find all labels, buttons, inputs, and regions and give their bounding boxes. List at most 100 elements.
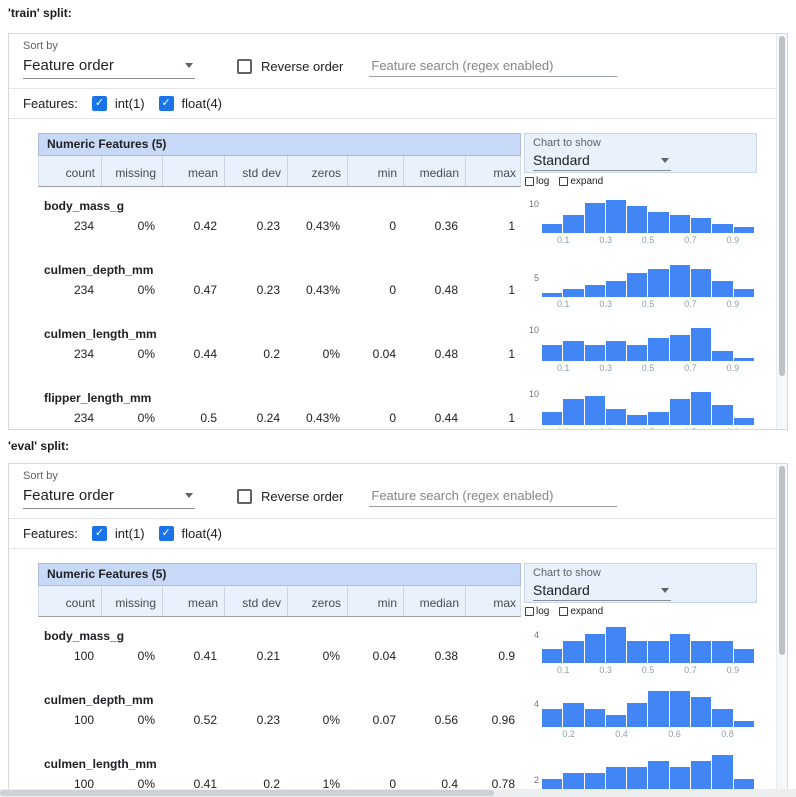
stat-count: 100 <box>73 713 94 727</box>
x-tick-label: 0.3 <box>599 235 612 245</box>
int-filter-checkbox[interactable] <box>91 96 107 111</box>
y-axis-tick-label: 5 <box>533 273 539 283</box>
table-head: Numeric Features (5) count missing mean std… <box>38 563 787 617</box>
histogram-bars <box>542 325 754 361</box>
chart-type-dropdown[interactable]: Standard <box>533 150 671 171</box>
log-checkbox[interactable] <box>525 177 534 186</box>
histogram-bar <box>691 328 712 361</box>
x-tick-label: 0.2 <box>562 729 575 739</box>
stat-missing: 0% <box>137 713 155 727</box>
feature-stats-block: culmen_depth_mm 234 0% 0.47 0.23 0.43% 0 0.48 1 <box>38 261 521 315</box>
histogram-bars <box>542 261 754 297</box>
log-checkbox[interactable] <box>525 607 534 616</box>
histogram-bar <box>542 649 563 663</box>
table-row: culmen_length_mm 234 0% 0.44 0.2 0% 0.04 0.48 1… <box>38 325 787 379</box>
stat-mean: 0.42 <box>193 219 217 233</box>
column-header-min: min <box>347 586 403 616</box>
train-split-panel: Sort by Feature order Reverse order Feat… <box>8 33 788 430</box>
filter-group-int: int(1) <box>91 526 145 541</box>
histogram-bar <box>584 396 605 425</box>
feature-stats: 100 0% 0.41 0.21 0% 0.04 0.38 0.9 <box>38 647 521 663</box>
feature-stats: 100 0% 0.52 0.23 0% 0.07 0.56 0.96 <box>38 711 521 727</box>
x-axis-tick-labels: 0.10.30.50.70.9 <box>542 427 754 429</box>
histogram-bar <box>733 418 754 425</box>
reverse-order-checkbox[interactable] <box>237 59 252 74</box>
stat-std-dev: 0.24 <box>256 411 280 425</box>
x-tick-label: 0.9 <box>726 363 740 373</box>
histogram: 10 0.1 0.3 0.5 0.7 0.9 <box>524 197 754 245</box>
horizontal-scrollbar[interactable] <box>0 789 796 797</box>
stat-mean: 0.5 <box>200 411 217 425</box>
histogram-bar <box>669 265 691 297</box>
sort-by-dropdown[interactable]: Feature order <box>23 485 195 509</box>
column-header-missing: missing <box>101 156 162 186</box>
x-tick-label: 0.3 <box>599 665 612 675</box>
expand-checkbox[interactable] <box>559 607 569 616</box>
histogram-bar <box>712 224 733 233</box>
x-tick-label: 0.7 <box>669 427 711 429</box>
scrollbar-thumb[interactable] <box>0 790 494 796</box>
panel-vertical-scrollbar[interactable] <box>776 34 787 429</box>
stat-min: 0.07 <box>372 713 396 727</box>
expand-checkbox[interactable] <box>559 177 569 186</box>
x-tick-label: 0.9 <box>726 665 740 675</box>
stat-mean: 0.47 <box>193 283 217 297</box>
features-label: Features: <box>23 96 78 111</box>
panel-vertical-scrollbar[interactable] <box>776 464 787 789</box>
stat-mean: 0.52 <box>193 713 217 727</box>
stat-max: 1 <box>508 219 515 233</box>
feature-chart-cell: 10 0.1 0.3 0.5 0.7 0.9 <box>521 197 754 251</box>
filter-group-float: float(4) <box>158 526 222 541</box>
feature-stats: 234 0% 0.47 0.23 0.43% 0 0.48 1 <box>38 281 521 297</box>
histogram-bars <box>542 627 754 663</box>
sort-by-dropdown[interactable]: Feature order <box>23 55 195 79</box>
chevron-down-icon <box>185 63 193 68</box>
feature-search-input[interactable] <box>369 55 618 77</box>
float-filter-checkbox[interactable] <box>158 526 174 541</box>
reverse-order-group: Reverse order <box>237 489 343 504</box>
float-filter-checkbox[interactable] <box>158 96 174 111</box>
histogram-bar <box>733 227 754 233</box>
histogram-bar <box>669 767 691 789</box>
scrollbar-thumb[interactable] <box>779 36 785 376</box>
histogram-bar <box>669 399 691 425</box>
sort-controls-row: Sort by Feature order Reverse order <box>9 464 787 519</box>
feature-rows: body_mass_g 234 0% 0.42 0.23 0.43% 0 0.36 1 10 0… <box>38 197 787 429</box>
stat-mean: 0.41 <box>193 777 217 790</box>
chart-type-dropdown[interactable]: Standard <box>533 580 671 601</box>
histogram-bar <box>691 392 712 425</box>
x-tick-label: 0.5 <box>641 665 655 675</box>
histogram-bar <box>605 409 627 425</box>
reverse-order-checkbox[interactable] <box>237 489 252 504</box>
numeric-features-section: Numeric Features (5) count missing mean std… <box>9 549 787 790</box>
feature-stats-block: body_mass_g 100 0% 0.41 0.21 0% 0.04 0.38 0.9 <box>38 627 521 681</box>
histogram-bar <box>669 691 691 727</box>
feature-stats: 234 0% 0.44 0.2 0% 0.04 0.48 1 <box>38 345 521 361</box>
histogram-bar <box>733 779 754 789</box>
histogram-bar <box>542 709 563 727</box>
histogram: 5 0.1 0.3 0.5 0.7 0.9 <box>524 261 754 309</box>
histogram-bar <box>563 289 584 297</box>
histogram-bar <box>691 697 712 727</box>
histogram-bar <box>648 269 669 297</box>
x-tick-label: 0.7 <box>684 235 697 245</box>
histogram-bar <box>712 281 733 297</box>
feature-search-input[interactable] <box>369 485 618 507</box>
feature-chart-cell: 5 0.1 0.3 0.5 0.7 0.9 <box>521 261 754 315</box>
histogram-bar <box>648 212 669 233</box>
sort-by-label: Sort by <box>23 470 58 482</box>
int-filter-checkbox[interactable] <box>91 526 107 541</box>
feature-name: body_mass_g <box>44 629 125 643</box>
stat-max: 1 <box>508 411 515 425</box>
histogram-bar <box>691 761 712 789</box>
sort-by-group: Sort by Feature order <box>23 470 195 509</box>
train-split-label: 'train' split: <box>8 6 72 20</box>
scrollbar-thumb[interactable] <box>779 466 785 655</box>
stat-median: 0.56 <box>434 713 458 727</box>
table-head: Numeric Features (5) count missing mean std… <box>38 133 787 187</box>
int-filter-label: int(1) <box>114 96 145 111</box>
chart-to-show-box: Chart to show Standard <box>524 563 757 603</box>
stat-median: 0.48 <box>434 283 458 297</box>
